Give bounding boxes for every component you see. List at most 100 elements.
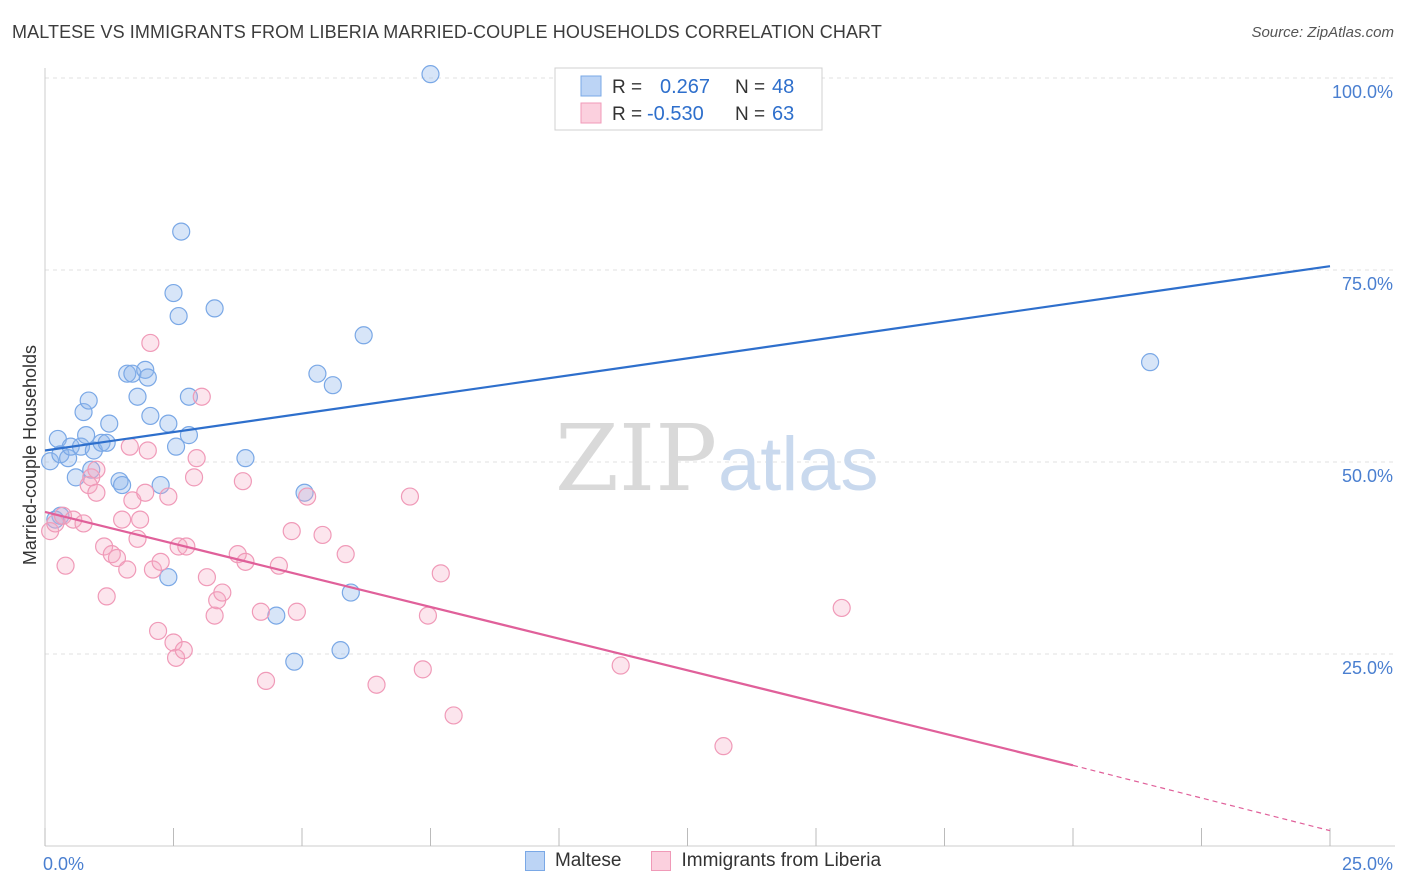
point-liberia [256,671,276,690]
point-liberia [205,606,224,625]
point-maltese [82,460,101,479]
point-liberia [251,602,270,621]
stats-swatch-maltese [580,75,602,97]
point-liberia [192,387,211,406]
point-maltese [179,387,199,406]
point-liberia [444,706,463,725]
stats-r-value-liberia: -0.530 [647,103,704,125]
point-liberia [197,568,217,587]
point-liberia [184,468,204,487]
point-liberia [611,656,630,675]
point-maltese [169,306,188,326]
point-liberia [418,606,438,625]
point-maltese [1140,353,1160,372]
point-maltese [74,402,93,422]
point-maltese [331,641,350,660]
series-legend: Maltese Immigrants from Liberia [0,850,1406,872]
legend-swatch-liberia [651,851,672,871]
point-maltese [164,283,183,303]
point-maltese [79,391,98,410]
point-maltese [118,364,137,383]
point-liberia [213,583,232,602]
chart-title: MALTESE VS IMMIGRANTS FROM LIBERIA MARRI… [12,22,882,42]
point-liberia [164,633,183,652]
legend-item-maltese[interactable]: Maltese [524,850,622,872]
point-maltese [112,475,132,495]
point-liberia [400,487,420,506]
point-maltese [159,568,178,587]
point-liberia [336,545,355,564]
point-liberia [120,437,139,456]
x-tick-label: 0.0% [43,854,84,874]
watermark-atlas: atlas [718,422,879,507]
point-liberia [233,472,252,491]
legend-label-maltese: Maltese [554,850,622,871]
point-liberia [431,564,450,583]
legend-item-liberia[interactable]: Immigrants from Liberia [651,850,881,872]
stats-legend: R = 0.267 N = 48 R = -0.530 N = 63 [554,67,823,131]
point-liberia [287,602,306,621]
stats-r-value-maltese: 0.267 [660,76,710,98]
point-liberia [159,487,178,506]
point-liberia [107,548,127,568]
point-liberia [313,525,332,545]
y-tick-label: 25.0% [1342,658,1393,678]
point-maltese [205,299,224,318]
trend-line-liberia-extension [1072,764,1331,832]
point-maltese [128,387,147,406]
point-maltese [308,364,327,383]
point-liberia [118,560,137,579]
points-layer [41,65,1160,756]
point-liberia [298,487,317,506]
point-maltese [59,449,78,468]
point-liberia [151,552,170,571]
point-liberia [714,737,733,756]
point-liberia [87,483,106,502]
stats-r-label-liberia: R = [612,104,642,125]
point-liberia [87,460,106,479]
point-liberia [112,510,132,529]
point-liberia [174,641,193,660]
point-liberia [282,522,301,541]
y-axis-label: Married-couple Households [20,345,40,565]
trend-line-maltese [44,265,1331,452]
axes [44,68,1395,847]
point-maltese [421,65,440,84]
point-liberia [97,587,116,606]
point-liberia [166,648,186,667]
point-liberia [367,675,386,694]
point-maltese [267,606,286,625]
stats-swatch-liberia [580,102,602,124]
point-liberia [138,441,157,460]
point-maltese [138,368,157,387]
point-maltese [41,452,60,471]
y-tick-label: 100.0% [1332,82,1393,102]
x-tick-label: 25.0% [1342,854,1393,874]
point-liberia [136,483,155,502]
point-liberia [141,333,160,353]
point-maltese [166,437,186,456]
point-maltese [141,406,160,426]
y-tick-label: 50.0% [1342,466,1393,486]
point-liberia [95,537,114,556]
tick-labels: 100.0% 75.0% 50.0% 25.0% 0.0% 25.0% [43,82,1393,874]
y-tick-label: 75.0% [1342,274,1393,294]
point-maltese [354,326,373,345]
point-liberia [187,449,206,468]
point-liberia [143,560,163,579]
legend-swatch-maltese [524,851,545,871]
trend-line-liberia [44,510,1074,767]
point-maltese [285,652,304,671]
point-maltese [100,414,119,433]
point-maltese [236,449,255,468]
point-liberia [148,621,168,641]
stats-r-label-maltese: R = [612,77,642,98]
source-credit: Source: ZipAtlas.com [1251,24,1394,41]
watermark-zip: ZIP [555,405,717,512]
stats-n-value-maltese: 48 [772,76,794,98]
point-maltese [159,414,178,433]
point-liberia [832,598,851,618]
trend-lines [44,265,1331,832]
point-maltese [172,222,191,241]
